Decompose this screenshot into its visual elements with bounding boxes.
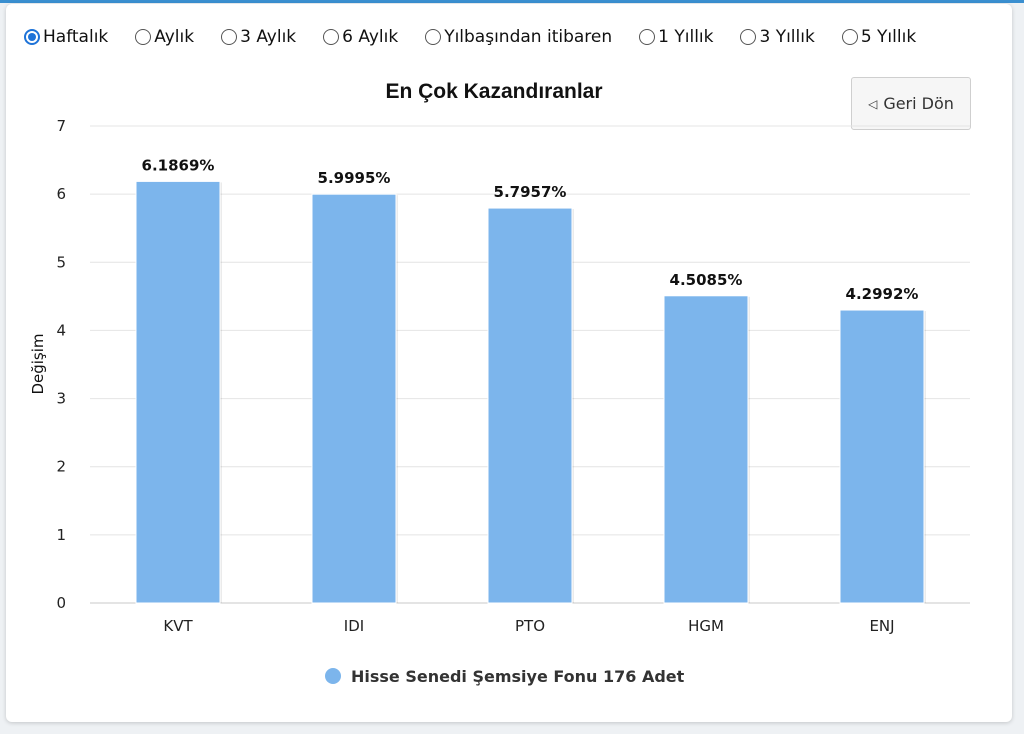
category-label: KVT [163, 617, 193, 635]
triangle-left-icon: ◁ [868, 96, 878, 111]
radio-button[interactable] [740, 29, 757, 45]
legend-marker [325, 668, 341, 684]
radio-button[interactable] [841, 29, 858, 45]
category-label: ENJ [869, 617, 894, 635]
y-tick-label: 1 [56, 526, 66, 544]
bar-idi[interactable] [311, 193, 397, 604]
category-label: HGM [688, 617, 724, 635]
back-button[interactable]: ◁ Geri Dön [851, 77, 971, 130]
period-option-label: 5 Yıllık [860, 27, 917, 47]
radio-button[interactable] [323, 29, 340, 45]
y-tick-label: 0 [56, 594, 66, 612]
period-option-label: Aylık [154, 27, 195, 47]
period-selector: Haftalık Aylık 3 Aylık 6 Aylık Yılbaşından i… [24, 25, 916, 49]
period-option-label: Yılbaşından itibaren [444, 27, 613, 47]
radio-button[interactable] [221, 29, 238, 45]
period-option-label: 3 Yıllık [759, 27, 815, 47]
top-accent-border [0, 0, 1024, 3]
bar-pto[interactable] [487, 207, 573, 604]
period-option-1[interactable]: Aylık [135, 27, 194, 47]
category-label: PTO [515, 617, 545, 635]
period-option-label: 3 Aylık [240, 27, 297, 47]
category-label: IDI [344, 617, 364, 635]
data-label: 4.2992% [846, 285, 919, 303]
y-tick-label: 4 [56, 321, 66, 339]
data-labels: 6.1869% 5.9995% 5.7957% 4.5085% 4.2992% [142, 156, 919, 303]
bar-kvt[interactable] [135, 180, 221, 604]
period-option-6[interactable]: 3 Yıllık [740, 27, 815, 47]
chart-title: En Çok Kazandıranlar [385, 80, 602, 103]
period-option-7[interactable]: 5 Yıllık [841, 27, 917, 47]
y-axis-title: Değişim [29, 333, 47, 394]
period-option-label: 6 Aylık [342, 27, 399, 47]
back-button-label: Geri Dön [883, 94, 954, 113]
y-tick-label: 3 [56, 390, 66, 408]
period-option-5[interactable]: 1 Yıllık [639, 27, 713, 47]
period-option-2[interactable]: 3 Aylık [221, 27, 296, 47]
y-tick-label: 5 [56, 253, 66, 271]
data-label: 5.7957% [494, 183, 567, 201]
radio-button[interactable] [639, 29, 656, 45]
bar-hgm[interactable] [663, 295, 749, 604]
radio-button[interactable] [425, 29, 442, 45]
radio-button[interactable] [24, 29, 40, 45]
legend[interactable]: Hisse Senedi Şemsiye Fonu 176 Adet [325, 667, 685, 686]
period-option-label: Haftalık [43, 27, 109, 47]
bar-enj[interactable] [839, 309, 925, 604]
y-tick-label: 6 [56, 185, 66, 203]
y-axis-ticks: 0 1 2 3 4 5 6 7 [56, 117, 66, 612]
period-option-label: 1 Yıllık [658, 27, 714, 47]
radio-button[interactable] [135, 29, 152, 45]
data-label: 6.1869% [142, 156, 215, 174]
period-option-3[interactable]: 6 Aylık [323, 27, 398, 47]
y-tick-label: 2 [56, 458, 66, 476]
bars [135, 180, 926, 604]
data-label: 5.9995% [318, 169, 391, 187]
y-tick-label: 7 [56, 117, 66, 135]
legend-label: Hisse Senedi Şemsiye Fonu 176 Adet [351, 667, 685, 686]
data-label: 4.5085% [670, 271, 743, 289]
x-axis-categories: KVT IDI PTO HGM ENJ [163, 617, 894, 635]
period-option-4[interactable]: Yılbaşından itibaren [425, 27, 612, 47]
period-option-0[interactable]: Haftalık [24, 27, 108, 47]
